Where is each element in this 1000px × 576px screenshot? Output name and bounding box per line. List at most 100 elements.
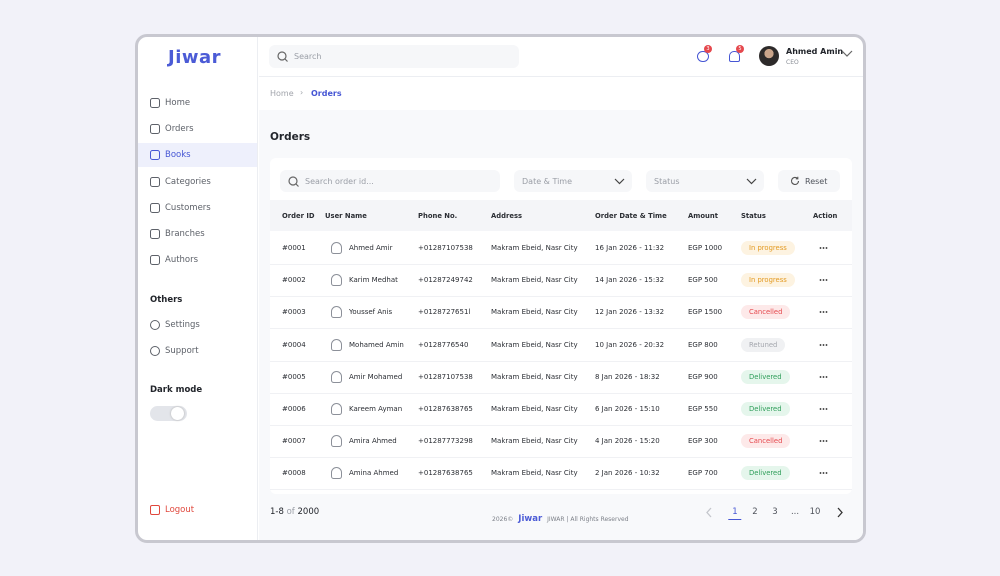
cell: #0008	[282, 469, 306, 478]
nav-icon	[150, 255, 160, 266]
cell: EGP 500	[688, 276, 718, 285]
user-name: Ahmed Amin	[786, 47, 844, 56]
cell: 14 Jan 2026 - 15:32	[595, 276, 665, 285]
cell: #0003	[282, 308, 306, 317]
nav-item[interactable]: Support	[138, 339, 257, 363]
total: 2000	[297, 507, 320, 517]
section-title: Others	[150, 295, 183, 305]
nav-item[interactable]: Authors	[138, 248, 257, 272]
cell: +0128776540	[418, 340, 469, 349]
order-search[interactable]: Search order id...	[280, 170, 500, 192]
column-header: Order ID	[282, 212, 315, 220]
range: 1-8	[270, 507, 284, 517]
cell: Makram Ebeid, Nasr City	[491, 372, 578, 381]
of: of	[286, 507, 295, 517]
messages-icon[interactable]	[697, 51, 709, 62]
badge: 5	[736, 45, 744, 53]
page-button[interactable]: 2	[752, 507, 758, 517]
nav-item[interactable]: Home	[138, 91, 257, 115]
cell: #0007	[282, 437, 306, 446]
action-menu[interactable]	[819, 440, 828, 443]
page-button[interactable]: 1	[728, 507, 742, 520]
nav-icon	[150, 346, 160, 357]
nav-icon	[150, 202, 160, 213]
action-menu[interactable]	[819, 311, 828, 314]
row-divider	[270, 457, 852, 459]
nav-label: Orders	[165, 124, 194, 135]
filter-label: Date & Time	[522, 176, 573, 186]
cell: Karim Medhat	[349, 276, 398, 285]
cell: #0004	[282, 340, 306, 349]
breadcrumb-separator: ›	[300, 88, 304, 97]
column-header: Action	[813, 212, 838, 220]
logout-icon	[150, 505, 160, 515]
cell: EGP 1500	[688, 308, 723, 317]
breadcrumb-current: Orders	[311, 89, 342, 98]
action-menu[interactable]	[819, 279, 828, 282]
reset-button[interactable]: Reset	[778, 170, 840, 192]
action-menu[interactable]	[819, 472, 828, 475]
page-arrow[interactable]	[705, 507, 713, 518]
nav-icon	[150, 98, 160, 108]
cell: 2 Jan 2026 - 10:32	[595, 469, 660, 478]
dark-mode-toggle[interactable]	[150, 406, 187, 421]
action-menu[interactable]	[819, 343, 828, 346]
nav-item[interactable]: Books	[138, 143, 257, 168]
cell: Makram Ebeid, Nasr City	[491, 308, 578, 317]
footer: 2026© Jiwar JIWAR | All Rights Reserved	[492, 514, 692, 524]
nav-icon	[150, 176, 160, 187]
cell: Makram Ebeid, Nasr City	[491, 244, 578, 252]
chevron[interactable]	[841, 50, 853, 58]
column-header: Status	[741, 212, 766, 220]
nav-label: Categories	[165, 176, 211, 187]
breadcrumb[interactable]: Home	[270, 89, 294, 98]
user-icon	[331, 435, 342, 448]
cell: 6 Jan 2026 - 15:10	[595, 405, 660, 413]
logout[interactable]: Logout	[138, 498, 257, 522]
cell: EGP 800	[688, 340, 718, 349]
user-icon	[331, 467, 342, 480]
column-header: Amount	[688, 212, 718, 220]
page-button[interactable]: 10	[809, 507, 821, 517]
footer-logo: Jiwar	[518, 514, 543, 524]
search-icon	[288, 175, 299, 187]
cell: Amira Ahmed	[349, 437, 397, 446]
search-box[interactable]: Search	[269, 45, 519, 68]
action-menu[interactable]	[819, 247, 828, 249]
toggle-knob	[171, 407, 184, 420]
cell: Makram Ebeid, Nasr City	[491, 340, 578, 349]
sidebar: Jiwar Others Dark mode Logout Home Orders…	[138, 37, 258, 540]
cell: #0001	[282, 244, 306, 252]
chevron	[746, 178, 757, 185]
date-filter[interactable]: Date & Time	[514, 170, 632, 192]
notifications-icon[interactable]	[729, 51, 740, 62]
nav-label: Settings	[165, 320, 200, 330]
column-header: Phone No.	[418, 212, 458, 220]
row-divider	[270, 489, 852, 491]
topbar: Search 3 5 Ahmed Amin CEO	[259, 37, 863, 77]
cell: +01287638765	[418, 405, 473, 413]
row-divider	[270, 392, 852, 394]
nav-item[interactable]: Orders	[138, 117, 257, 141]
reset-icon	[791, 176, 800, 185]
avatar	[759, 46, 779, 66]
cell: Makram Ebeid, Nasr City	[491, 405, 578, 413]
cell: 8 Jan 2026 - 18:32	[595, 372, 660, 381]
action-menu[interactable]	[819, 408, 828, 410]
cell: #0005	[282, 372, 306, 381]
cell: Makram Ebeid, Nasr City	[491, 437, 578, 446]
status-filter[interactable]: Status	[646, 170, 764, 192]
cell: 16 Jan 2026 - 11:32	[595, 244, 665, 252]
footer-year: 2026©	[492, 515, 514, 523]
nav-item[interactable]: Settings	[138, 313, 257, 337]
page-arrow[interactable]	[836, 507, 844, 518]
nav-item[interactable]: Categories	[138, 170, 257, 194]
cell: 12 Jan 2026 - 13:32	[595, 308, 665, 317]
nav-item[interactable]: Customers	[138, 196, 257, 220]
chevron	[614, 178, 625, 185]
nav-item[interactable]: Branches	[138, 222, 257, 246]
page-button[interactable]: 3	[772, 507, 778, 517]
action-menu[interactable]	[819, 375, 828, 378]
page-button[interactable]: ...	[790, 507, 800, 517]
